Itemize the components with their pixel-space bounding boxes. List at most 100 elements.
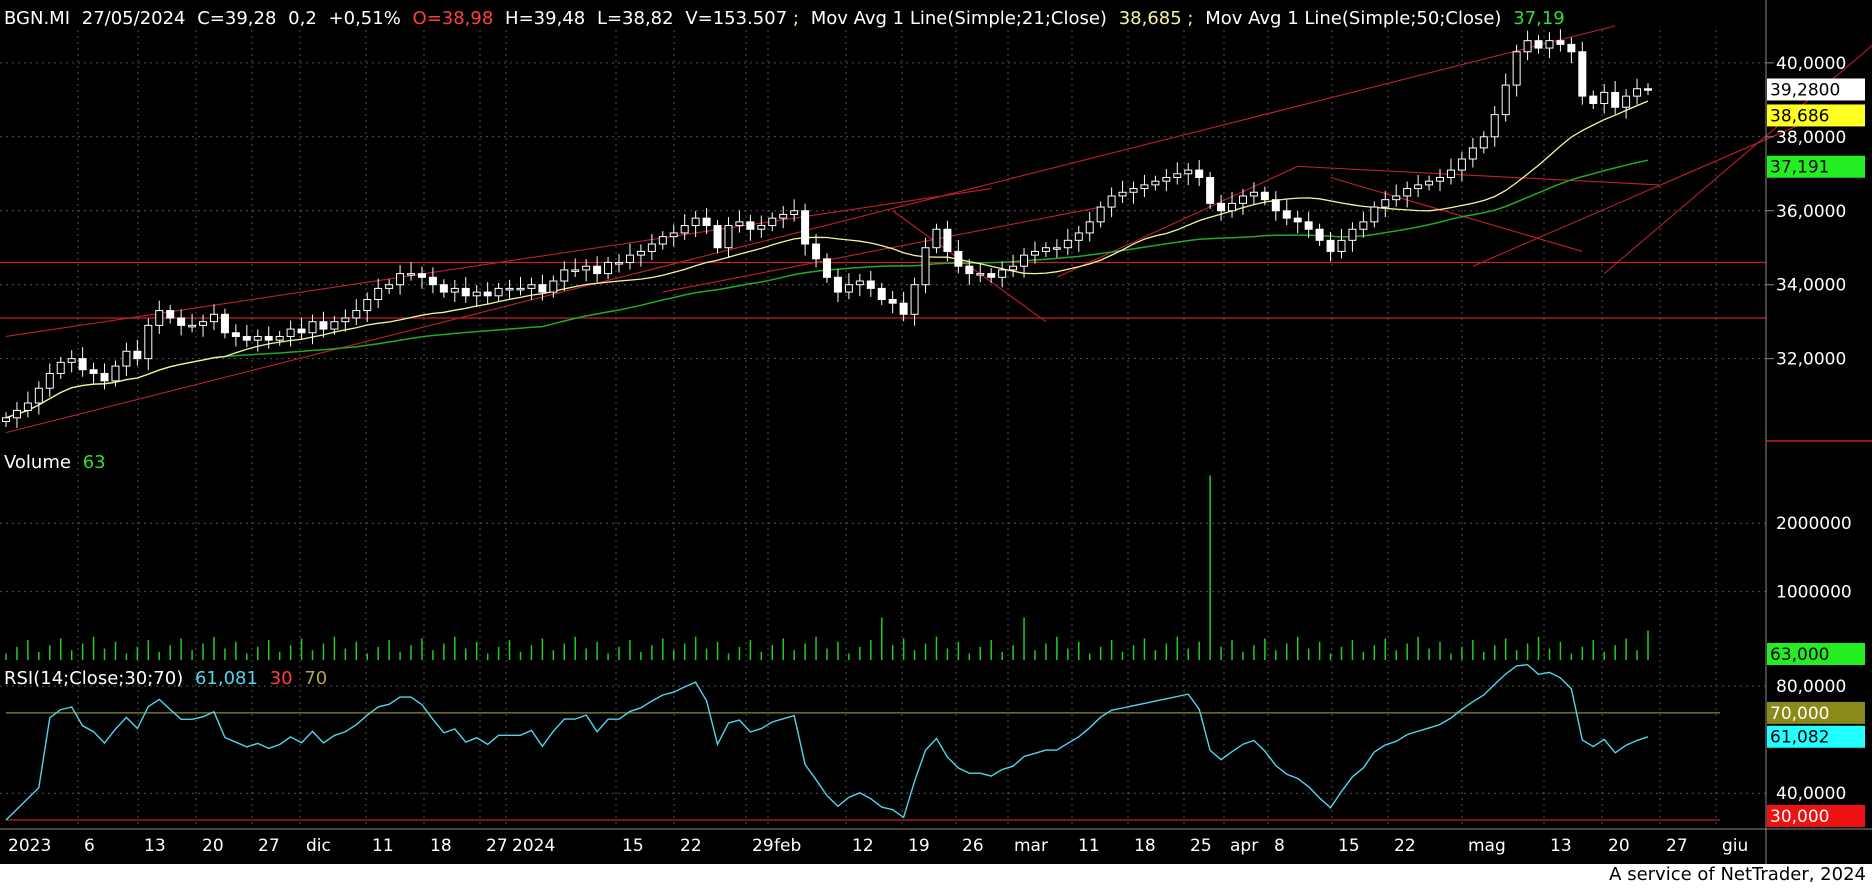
volume-tick-label: 2000000 <box>1776 514 1852 534</box>
candle-body <box>779 213 788 219</box>
candle-body <box>724 225 733 249</box>
header-sep2: ; <box>1187 8 1193 29</box>
candle-body <box>1622 95 1631 108</box>
candle-body <box>1173 173 1182 178</box>
candle-body <box>1118 191 1127 197</box>
candle-body <box>1512 51 1521 86</box>
candle-body <box>1644 88 1652 91</box>
candle-body <box>680 225 689 234</box>
candle-body <box>1085 221 1094 234</box>
candle-body <box>122 350 131 367</box>
candle-body <box>1556 40 1565 45</box>
candle-body <box>790 210 799 215</box>
x-tick-label: 26 <box>962 836 984 856</box>
volume-title: Volume <box>4 452 71 473</box>
candle-body <box>494 287 503 297</box>
price-tick-label: 38,0000 <box>1776 128 1846 148</box>
header-sep1: ; <box>793 8 799 29</box>
header-ma21-label: Mov Avg 1 Line(Simple;21;Close) <box>811 8 1107 29</box>
candle-body <box>1370 206 1379 223</box>
candle-body <box>746 221 755 230</box>
x-tick-label: 22 <box>1394 836 1416 856</box>
candle-body <box>231 332 240 337</box>
candle-body <box>385 284 394 289</box>
candle-body <box>352 310 361 319</box>
candle-body <box>823 258 831 278</box>
candle-body <box>1293 217 1302 223</box>
candle-body <box>133 350 142 360</box>
candle-body <box>461 287 470 297</box>
candle-body <box>604 262 613 275</box>
candle-body <box>450 287 459 293</box>
value-badge-text: 39,2800 <box>1770 80 1840 100</box>
price-tick-label: 32,0000 <box>1776 350 1846 370</box>
x-tick-label: 11 <box>372 836 394 856</box>
candle-body <box>341 317 350 323</box>
candle-body <box>286 328 295 337</box>
volume-tick-label: 1000000 <box>1776 583 1852 603</box>
candle-body <box>428 276 437 286</box>
candle-body <box>396 273 405 286</box>
candle-body <box>1326 239 1335 252</box>
candle-body <box>888 298 897 304</box>
x-tick-label: 20 <box>1608 836 1630 856</box>
price-tick-label: 36,0000 <box>1776 202 1846 222</box>
candle-body <box>1162 176 1171 182</box>
x-tick-label: 2023 <box>8 836 51 856</box>
x-tick-label: dic <box>306 836 331 856</box>
candle-body <box>1457 158 1466 171</box>
candle-body <box>691 217 700 227</box>
candle-body <box>374 287 383 300</box>
candle-body <box>1545 40 1554 49</box>
x-tick-label: 27 <box>1666 836 1688 856</box>
candle-body <box>1501 84 1510 116</box>
candle-body <box>757 225 766 230</box>
candle-body <box>1589 95 1598 105</box>
price-tick-label: 34,0000 <box>1776 276 1846 296</box>
candle-body <box>505 287 514 291</box>
candle-body <box>921 247 930 286</box>
x-tick-label: feb <box>774 836 801 856</box>
candles <box>2 29 1652 428</box>
candle-body <box>1633 88 1642 97</box>
value-badge-text: 30,000 <box>1770 807 1829 827</box>
candle-body <box>1151 180 1160 186</box>
header-ma50-label: Mov Avg 1 Line(Simple;50;Close) <box>1205 8 1501 29</box>
trendline <box>1330 176 1583 252</box>
candle-body <box>1315 228 1324 241</box>
candle-body <box>1140 184 1149 190</box>
candle-body <box>1020 254 1029 267</box>
candle-body <box>242 335 251 341</box>
volume-bars <box>5 475 1649 660</box>
candle-body <box>1096 206 1105 223</box>
candle-body <box>812 243 821 260</box>
candle-body <box>144 324 153 360</box>
x-tick-label: 11 <box>1078 836 1100 856</box>
candle-body <box>220 313 229 334</box>
candle-body <box>954 250 963 267</box>
candle-body <box>34 387 43 404</box>
candle-body <box>987 273 996 278</box>
candle-body <box>1260 191 1269 201</box>
value-badges: 39,2800 38,686 37,191 63,000 70,000 61,082 30,… <box>1767 78 1865 827</box>
candle-body <box>768 217 777 227</box>
candle-body <box>1107 195 1116 208</box>
candle-body <box>1414 184 1423 190</box>
candle-body <box>67 358 76 363</box>
candle-body <box>472 291 481 297</box>
candle-body <box>833 276 842 293</box>
candle-body <box>1129 188 1138 193</box>
candle-body <box>188 324 197 328</box>
candle-body <box>1468 147 1477 160</box>
header-low: L=38,82 <box>597 8 674 29</box>
candle-body <box>702 217 711 227</box>
value-badge <box>1767 804 1865 827</box>
header-change-pct: +0,51% <box>329 8 401 29</box>
candle-body <box>1249 191 1258 197</box>
rsi-tick-label: 40,0000 <box>1776 784 1846 804</box>
candle-body <box>1425 180 1434 186</box>
x-tick-label: 18 <box>1134 836 1156 856</box>
candle-body <box>1403 188 1412 197</box>
candle-body <box>100 372 109 382</box>
